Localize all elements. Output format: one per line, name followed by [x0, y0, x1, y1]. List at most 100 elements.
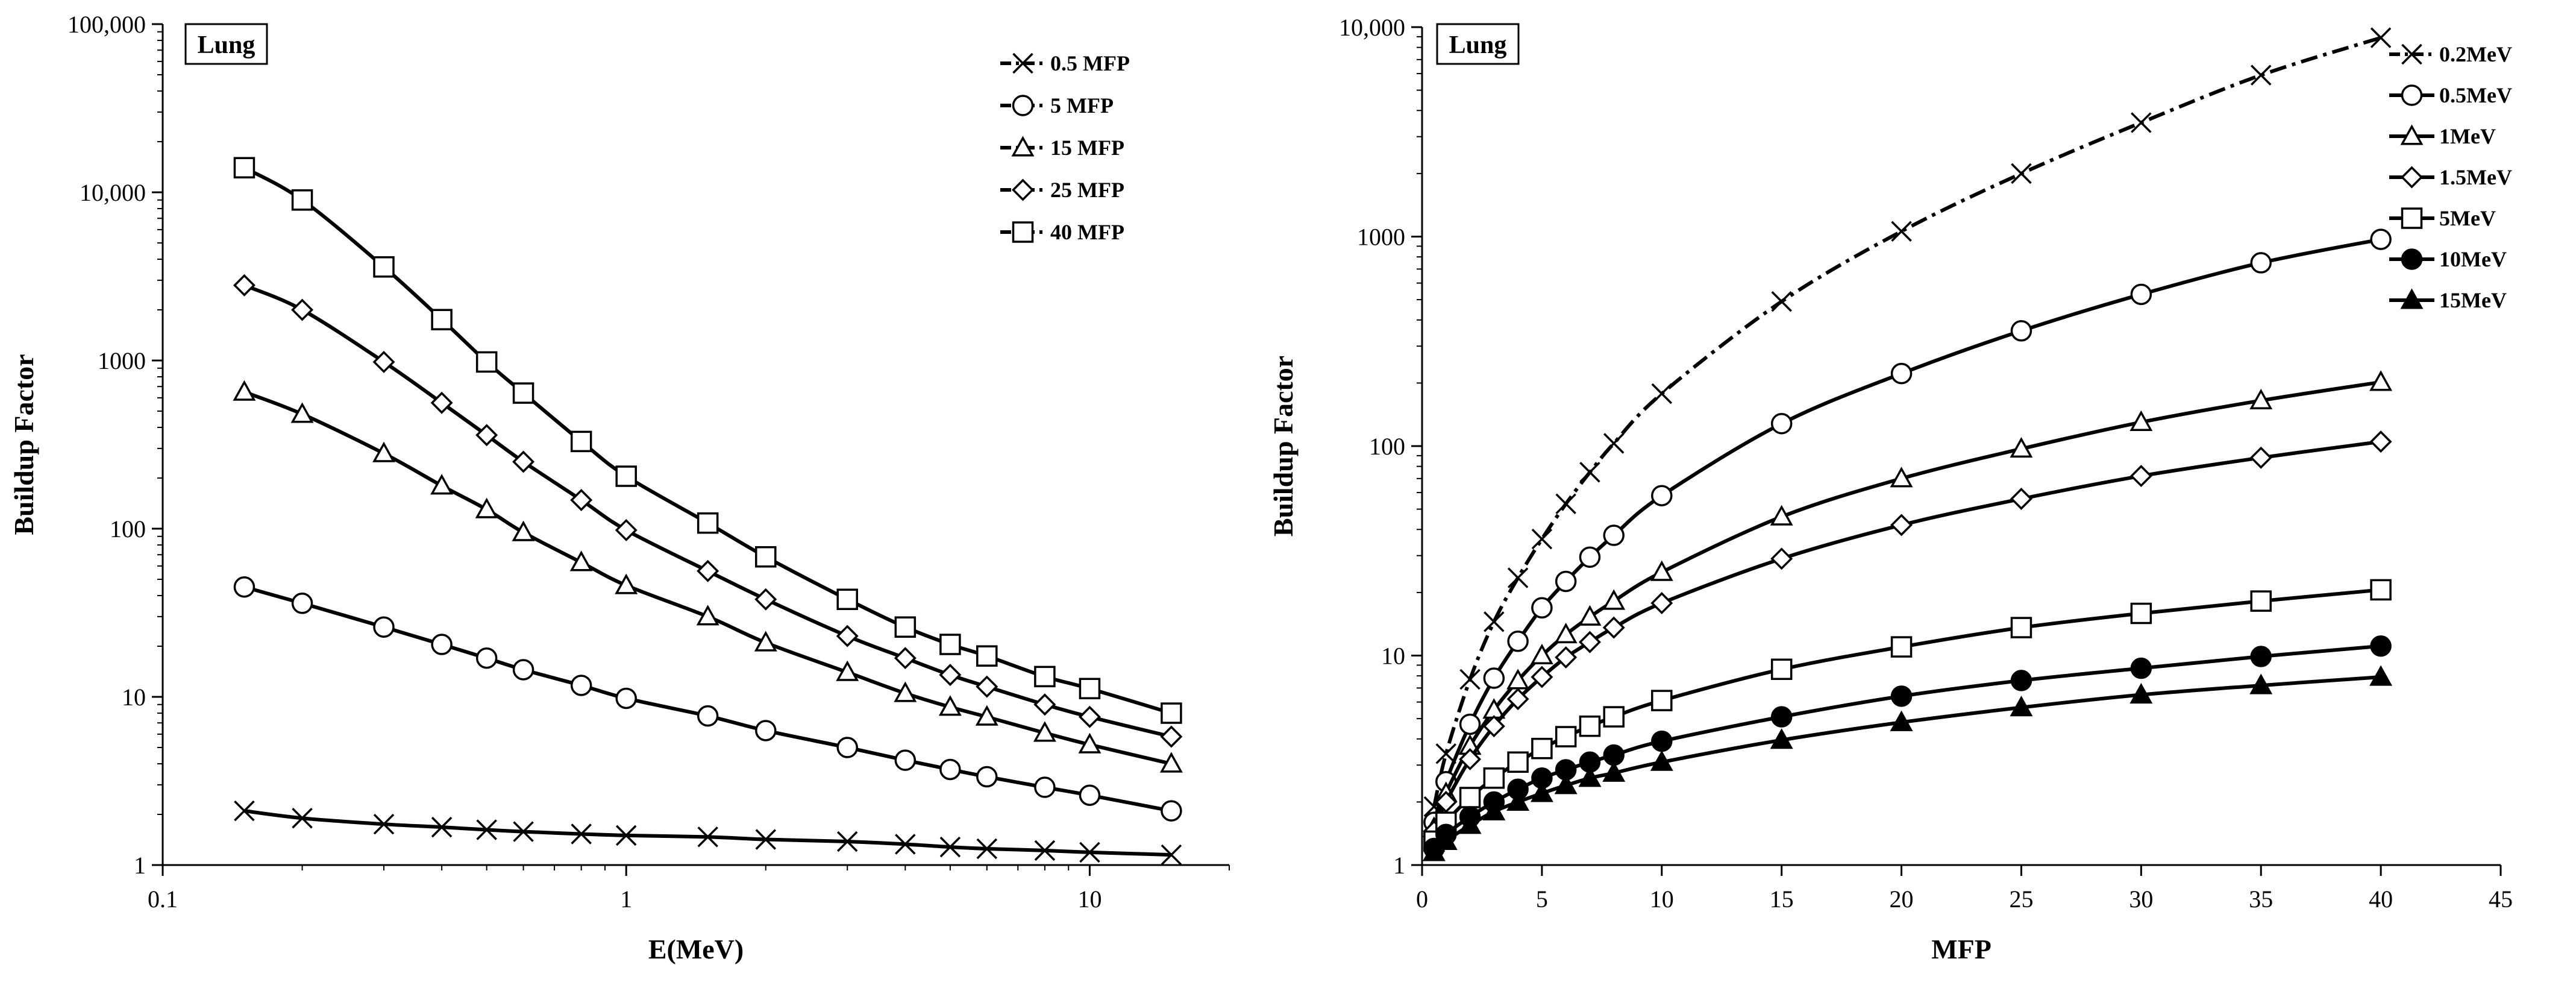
- data-point: [1890, 710, 1913, 731]
- data-point: [2249, 388, 2273, 409]
- data-point-b: [292, 807, 313, 829]
- data-point-b: [895, 834, 916, 855]
- legend-marker: [2401, 248, 2423, 270]
- data-point: [2369, 430, 2392, 453]
- data-point: [1078, 705, 1101, 728]
- data-point: [976, 645, 998, 667]
- data-point: [2129, 465, 2152, 488]
- data-point: [1555, 726, 1577, 747]
- legend-marker: [2400, 124, 2424, 145]
- data-point: [1507, 631, 1529, 652]
- data-point-b: [513, 821, 534, 842]
- panel-label: Lung: [1449, 31, 1507, 59]
- series-5mev: [1423, 579, 2392, 852]
- data-point: [1650, 592, 1673, 614]
- data-point: [1555, 646, 1578, 669]
- data-point: [373, 256, 395, 278]
- data-point-b: [1161, 844, 1182, 866]
- data-point: [1459, 747, 1482, 770]
- x-tick-label: 35: [2249, 886, 2273, 913]
- data-point: [1770, 412, 1793, 435]
- data-point: [2370, 579, 2392, 601]
- data-point: [2130, 657, 2152, 679]
- data-point: [1579, 546, 1601, 568]
- data-point: [1770, 547, 1793, 570]
- data-point: [1651, 690, 1673, 711]
- data-point: [1078, 732, 1102, 754]
- x-tick-label: 10: [1650, 886, 1674, 913]
- y-tick-label: 10: [1381, 643, 1405, 670]
- data-point: [615, 465, 637, 487]
- data-point: [754, 631, 777, 652]
- data-point: [2010, 436, 2033, 458]
- data-point-b: [1079, 842, 1100, 863]
- data-point-b: [1651, 383, 1673, 404]
- data-point: [1530, 781, 1553, 802]
- data-point: [939, 634, 961, 655]
- data-point: [1770, 658, 1793, 681]
- x-tick-label: 20: [1890, 886, 1914, 913]
- data-point: [2010, 617, 2032, 638]
- data-point: [1603, 524, 1625, 546]
- data-point: [2250, 252, 2272, 274]
- legend-marker: [2400, 288, 2424, 309]
- series-15-mfp: [233, 380, 1183, 773]
- y-tick-label: 1000: [98, 347, 146, 374]
- data-point: [1578, 766, 1602, 787]
- data-point: [233, 576, 255, 598]
- data-point: [1160, 725, 1183, 748]
- x-tick-label: 45: [2489, 886, 2513, 913]
- y-tick-label: 1000: [1357, 224, 1405, 251]
- legend-label: 15MeV: [2439, 288, 2507, 312]
- data-point: [975, 705, 998, 726]
- data-point: [1554, 773, 1578, 795]
- data-point: [1033, 693, 1056, 716]
- data-point: [2130, 602, 2152, 625]
- data-point: [1602, 761, 1626, 782]
- data-point: [2249, 446, 2272, 469]
- panel-label-box: [1436, 23, 1520, 65]
- legend-marker: [2401, 207, 2423, 229]
- data-point: [512, 450, 535, 473]
- data-point-b: [1771, 291, 1792, 312]
- x-tick-label: 25: [2009, 886, 2033, 913]
- legend-label: 40 MFP: [1050, 220, 1124, 244]
- data-point-b: [1891, 221, 1912, 242]
- data-point: [431, 634, 453, 655]
- data-point: [2369, 665, 2393, 686]
- legend-marker: [1012, 178, 1034, 201]
- data-point-b: [234, 800, 255, 822]
- data-point: [2129, 682, 2153, 704]
- data-point: [1651, 730, 1673, 752]
- data-point: [1770, 728, 1793, 749]
- data-point: [894, 647, 917, 670]
- data-point: [939, 758, 961, 781]
- x-axis-title: E(MeV): [648, 934, 744, 965]
- series-0.5mev: [1423, 228, 2392, 833]
- y-tick-label: 100,000: [67, 11, 146, 38]
- data-point-b: [2370, 27, 2392, 48]
- data-point: [1770, 706, 1793, 728]
- data-point: [1482, 715, 1505, 738]
- y-axis-title: Buildup Factor: [1268, 356, 1299, 537]
- data-point-b: [1507, 567, 1529, 588]
- data-point: [1161, 800, 1182, 822]
- data-point: [1458, 813, 1482, 834]
- data-point: [1506, 790, 1530, 811]
- series-line: [243, 390, 1172, 766]
- x-tick-label: 1: [620, 886, 632, 913]
- data-point: [1422, 840, 1446, 861]
- legend-label: 5MeV: [2439, 206, 2496, 230]
- data-point: [2010, 320, 2032, 342]
- y-tick-label: 100: [1369, 433, 1405, 460]
- series-1.5mev: [1423, 430, 2392, 843]
- data-point: [2250, 590, 2272, 612]
- series-0.2mev: [1423, 27, 2392, 817]
- series-1mev: [1422, 370, 2393, 837]
- data-point: [615, 687, 637, 710]
- data-point: [1159, 752, 1183, 773]
- data-point: [615, 573, 638, 594]
- data-point: [1603, 706, 1625, 728]
- data-point: [430, 474, 454, 495]
- data-point: [755, 720, 777, 741]
